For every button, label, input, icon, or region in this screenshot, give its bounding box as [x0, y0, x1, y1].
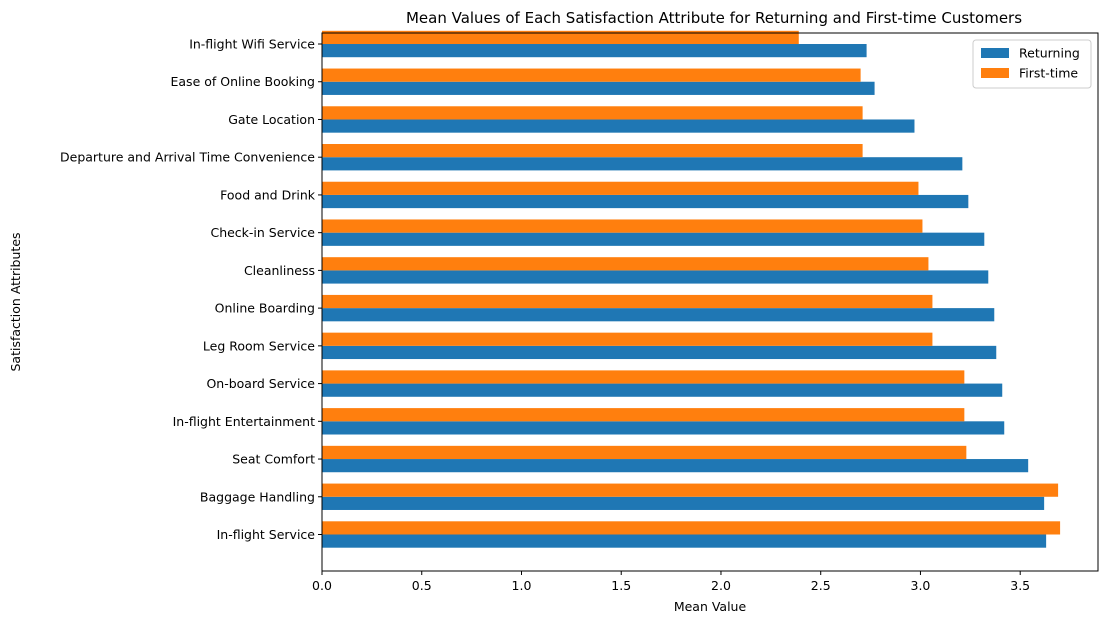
ticks-layer: In-flight Service Baggage Handling Seat Co… [60, 37, 1030, 593]
y-tick-label: Food and Drink [220, 187, 316, 202]
y-tick-label: Ease of Online Booking [171, 74, 316, 89]
bar-first-time [322, 521, 1061, 535]
bar-returning [322, 157, 963, 171]
y-tick-label: In-flight Entertainment [173, 414, 315, 429]
bar-first-time [322, 257, 929, 271]
x-tick-label: 2.5 [811, 578, 831, 593]
x-tick-label: 1.5 [611, 578, 631, 593]
bar-returning [322, 44, 867, 58]
y-tick-label: In-flight Wifi Service [189, 37, 315, 52]
y-tick-label: In-flight Service [217, 527, 316, 542]
bar-first-time [322, 445, 967, 460]
chart-title: Mean Values of Each Satisfaction Attribu… [406, 9, 1022, 27]
y-tick-label: Gate Location [228, 112, 315, 127]
bar-returning [322, 459, 1029, 473]
bar-returning [322, 81, 875, 95]
bar-first-time [322, 144, 863, 158]
y-tick-label: Seat Comfort [232, 452, 315, 467]
y-tick-label: Departure and Arrival Time Convenience [60, 150, 315, 165]
bar-first-time [322, 68, 861, 82]
bar-returning [322, 534, 1047, 548]
y-tick-label: On-board Service [206, 376, 315, 391]
x-tick-label: 1.0 [512, 578, 532, 593]
x-tick-label: 3.0 [911, 578, 931, 593]
bars-layer [322, 30, 1061, 548]
x-tick-label: 0.0 [312, 578, 332, 593]
y-axis-title: Satisfaction Attributes [8, 232, 23, 371]
y-tick-label: Check-in Service [210, 225, 315, 240]
bar-first-time [322, 332, 933, 346]
bar-first-time [322, 294, 933, 309]
legend-swatch [981, 68, 1009, 78]
bar-returning [322, 496, 1045, 510]
bar-returning [322, 345, 997, 360]
legend-label: Returning [1019, 46, 1080, 61]
bar-first-time [322, 370, 965, 384]
legend: Returning First-time [972, 39, 1092, 89]
bar-returning [322, 270, 989, 284]
legend-swatch [981, 48, 1009, 58]
y-tick-label: Baggage Handling [200, 489, 315, 504]
bar-first-time [322, 408, 965, 422]
bar-first-time [322, 219, 923, 233]
bar-first-time [322, 181, 919, 195]
bar-returning [322, 421, 1005, 435]
bar-returning [322, 308, 995, 322]
plot-frame [321, 32, 1099, 572]
bar-first-time [322, 106, 863, 120]
bar-returning [322, 383, 1003, 397]
axes-layer [321, 32, 1099, 572]
legend-label: First-time [1019, 66, 1078, 81]
y-tick-label: Cleanliness [244, 263, 315, 278]
bar-returning [322, 232, 985, 246]
x-axis-title: Mean Value [674, 599, 747, 614]
x-tick-label: 3.5 [1010, 578, 1030, 593]
bar-returning [322, 194, 969, 209]
x-tick-label: 0.5 [412, 578, 432, 593]
x-tick-label: 2.0 [711, 578, 731, 593]
bar-returning [322, 119, 915, 133]
bar-first-time [322, 30, 799, 45]
bar-first-time [322, 483, 1059, 497]
y-tick-label: Leg Room Service [203, 338, 315, 353]
y-tick-label: Online Boarding [215, 301, 315, 316]
